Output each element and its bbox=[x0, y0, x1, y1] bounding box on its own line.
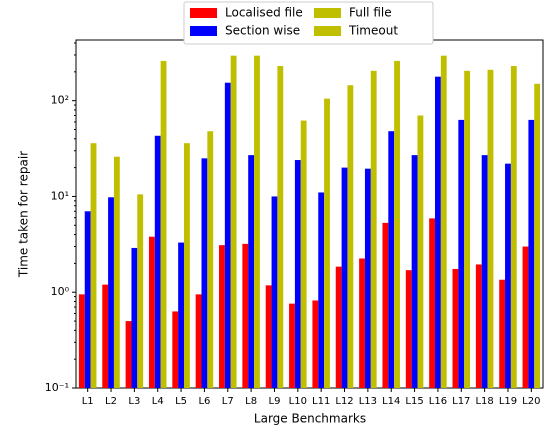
bar bbox=[499, 279, 506, 388]
bar bbox=[84, 211, 91, 388]
y-tick-label: 10⁻¹ bbox=[45, 381, 69, 394]
bar bbox=[230, 55, 237, 389]
legend-swatch bbox=[314, 26, 341, 36]
bar bbox=[481, 155, 488, 388]
x-axis-label: Large Benchmarks bbox=[254, 412, 366, 426]
x-tick-label: L12 bbox=[335, 396, 353, 407]
legend-label: Full file bbox=[349, 6, 392, 20]
bar bbox=[113, 156, 120, 388]
bar bbox=[207, 131, 214, 389]
x-tick-label: L4 bbox=[152, 396, 164, 407]
bar bbox=[90, 143, 97, 388]
bar bbox=[265, 285, 272, 388]
bar bbox=[108, 197, 114, 388]
bar bbox=[364, 168, 371, 388]
bar bbox=[417, 115, 424, 388]
bar bbox=[125, 321, 132, 388]
bar bbox=[475, 264, 482, 388]
bar bbox=[528, 119, 535, 388]
bar bbox=[394, 60, 400, 389]
legend-swatch bbox=[190, 26, 217, 36]
x-tick-label: L11 bbox=[312, 396, 330, 407]
x-tick-label: L3 bbox=[128, 396, 140, 407]
x-tick-label: L13 bbox=[359, 396, 377, 407]
x-tick-label: L16 bbox=[429, 396, 447, 407]
bar bbox=[487, 69, 494, 389]
bar bbox=[201, 158, 208, 388]
bar bbox=[464, 70, 471, 388]
y-tick-label: 10⁰ bbox=[51, 285, 70, 298]
bar bbox=[435, 76, 441, 388]
bar bbox=[429, 218, 436, 388]
bar bbox=[289, 303, 295, 388]
bar bbox=[318, 192, 325, 388]
bar bbox=[458, 119, 465, 388]
bar bbox=[131, 247, 138, 388]
y-tick-label: 10¹ bbox=[51, 189, 69, 202]
y-tick-label: 10² bbox=[51, 94, 69, 107]
x-tick-label: L2 bbox=[105, 396, 117, 407]
bar bbox=[411, 155, 418, 388]
bar bbox=[102, 284, 109, 388]
bar bbox=[137, 194, 144, 388]
bar bbox=[522, 246, 529, 388]
bar bbox=[242, 243, 249, 388]
bar bbox=[452, 268, 459, 388]
x-tick-label: L10 bbox=[289, 396, 307, 407]
bar bbox=[347, 85, 354, 389]
bar bbox=[160, 60, 167, 389]
bar bbox=[178, 242, 184, 388]
bar bbox=[154, 135, 161, 388]
legend-frame bbox=[183, 1, 434, 45]
bar bbox=[277, 66, 284, 388]
bar bbox=[172, 311, 179, 388]
bar bbox=[440, 55, 447, 389]
bar bbox=[510, 66, 517, 388]
bar bbox=[148, 236, 155, 388]
bar bbox=[78, 294, 85, 388]
bar bbox=[324, 98, 330, 388]
bar bbox=[335, 266, 342, 388]
bar bbox=[341, 167, 348, 388]
x-tick-label: L15 bbox=[405, 396, 423, 407]
bar bbox=[224, 82, 231, 388]
bar bbox=[312, 300, 319, 388]
legend-swatch bbox=[190, 8, 217, 18]
x-tick-label: L20 bbox=[522, 396, 540, 407]
x-tick-label: L14 bbox=[382, 396, 400, 407]
x-tick-label: L9 bbox=[269, 396, 281, 407]
x-tick-label: L19 bbox=[499, 396, 517, 407]
bar bbox=[405, 270, 412, 388]
y-axis-label: Time taken for repair bbox=[17, 151, 31, 278]
bar bbox=[219, 245, 225, 388]
plot-frame bbox=[75, 39, 544, 389]
bar bbox=[300, 120, 307, 389]
x-tick-label: L6 bbox=[198, 396, 210, 407]
x-tick-label: L7 bbox=[222, 396, 234, 407]
bar bbox=[505, 163, 511, 388]
legend-label: Section wise bbox=[225, 24, 300, 38]
legend-label: Timeout bbox=[348, 24, 398, 38]
bar bbox=[294, 160, 301, 388]
bar bbox=[388, 131, 395, 389]
x-tick-label: L5 bbox=[175, 396, 187, 407]
bar bbox=[534, 83, 541, 388]
x-tick-label: L8 bbox=[245, 396, 257, 407]
bar bbox=[271, 196, 278, 388]
legend-label: Localised file bbox=[225, 6, 303, 20]
x-tick-label: L1 bbox=[82, 396, 94, 407]
bar bbox=[359, 258, 365, 388]
bar bbox=[183, 143, 190, 388]
x-tick-label: L18 bbox=[475, 396, 493, 407]
bar bbox=[382, 222, 389, 388]
legend-swatch bbox=[314, 8, 341, 18]
bar bbox=[248, 155, 255, 388]
x-tick-label: L17 bbox=[452, 396, 470, 407]
bar bbox=[195, 294, 202, 388]
bar bbox=[254, 55, 260, 389]
bar bbox=[370, 70, 377, 388]
